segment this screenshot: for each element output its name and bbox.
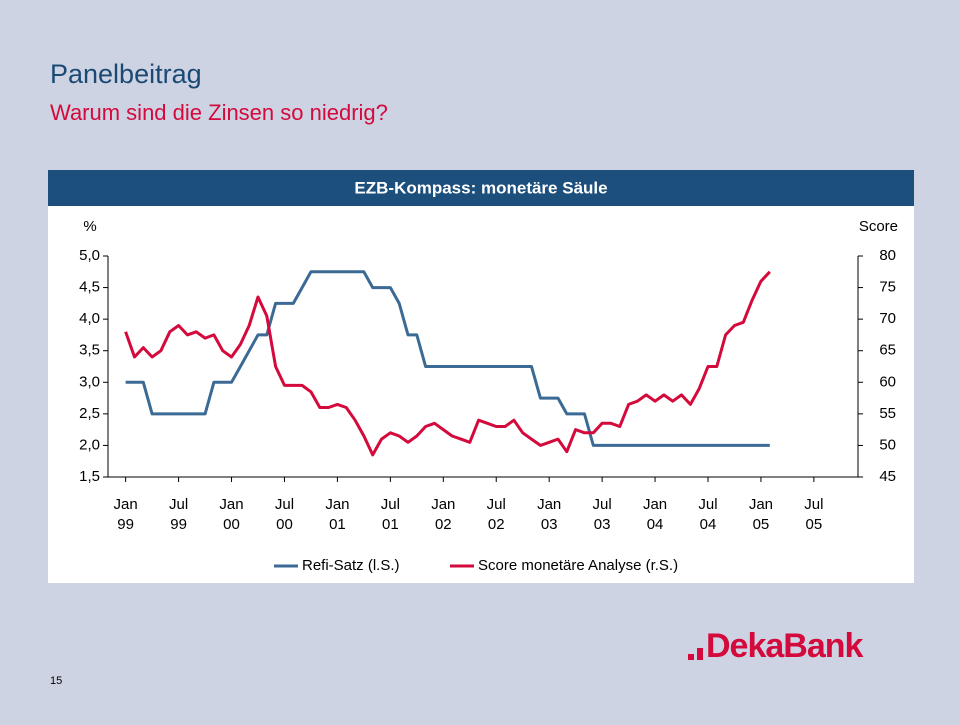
slide-title: Panelbeitrag: [50, 59, 202, 89]
x-tick-label: Jul 05: [804, 496, 823, 533]
x-tick-label-line: 00: [223, 516, 240, 533]
x-tick-label-line: 03: [594, 516, 611, 533]
x-tick-label-line: 02: [488, 516, 505, 533]
y2-tick-label: 55: [879, 405, 896, 422]
x-tick-label-line: Jan: [643, 496, 667, 513]
x-tick-label: Jul 01: [381, 496, 400, 533]
x-tick-label-line: 04: [700, 516, 717, 533]
y2-tick-label: 45: [879, 468, 896, 485]
x-tick-label-line: 05: [753, 516, 770, 533]
x-tick-label: Jan 01: [325, 496, 349, 533]
logo-dot: [688, 654, 694, 660]
x-tick-label-line: Jul: [593, 496, 612, 513]
x-tick-label: Jan 05: [749, 496, 773, 533]
y2-tick-label: 60: [879, 373, 896, 390]
x-tick-label-line: Jul: [275, 496, 294, 513]
y-tick-label: 2,0: [79, 436, 100, 453]
y2-axis-label: Score: [859, 218, 898, 235]
x-tick-label: Jul 03: [593, 496, 612, 533]
x-tick-label-line: 01: [382, 516, 399, 533]
logo-dot: [697, 648, 703, 660]
slide-subtitle: Warum sind die Zinsen so niedrig?: [50, 100, 388, 125]
x-tick-label-line: Jan: [537, 496, 561, 513]
y2-tick-label: 70: [879, 310, 896, 327]
x-tick-label-line: 04: [647, 516, 664, 533]
chart-header: [48, 170, 914, 206]
x-tick-label-line: 00: [276, 516, 293, 533]
y-tick-label: 1,5: [79, 468, 100, 485]
x-tick-label: Jul 00: [275, 496, 294, 533]
x-tick-label-line: Jul: [698, 496, 717, 513]
y-tick-label: 2,5: [79, 405, 100, 422]
x-tick-label-line: Jan: [114, 496, 138, 513]
x-tick-label-line: 99: [117, 516, 134, 533]
x-tick-label-line: Jan: [749, 496, 773, 513]
x-tick-label-line: Jan: [325, 496, 349, 513]
y-tick-label: 3,0: [79, 373, 100, 390]
x-tick-label: Jul 02: [487, 496, 506, 533]
x-tick-label: Jan 99: [114, 496, 138, 533]
legend-label: Score monetäre Analyse (r.S.): [478, 557, 678, 574]
x-tick-label: Jan 02: [431, 496, 455, 533]
x-tick-label: Jan 00: [219, 496, 243, 533]
legend-label: Refi-Satz (l.S.): [302, 557, 400, 574]
x-tick-label-line: Jul: [169, 496, 188, 513]
x-tick-label-line: 02: [435, 516, 452, 533]
x-tick-label-line: 01: [329, 516, 346, 533]
x-tick-label: Jan 04: [643, 496, 667, 533]
x-tick-label: Jul 99: [169, 496, 188, 533]
x-tick-label-line: Jul: [487, 496, 506, 513]
line-series: [125, 270, 770, 447]
y-tick-label: 5,0: [79, 247, 100, 264]
y-tick-label: 4,0: [79, 310, 100, 327]
y2-tick-label: 75: [879, 279, 896, 296]
x-tick-label: Jul 04: [698, 496, 717, 533]
logo: DekaBank: [706, 627, 864, 665]
x-tick-label-line: 03: [541, 516, 558, 533]
x-tick-label-line: Jul: [804, 496, 823, 513]
line-series: [124, 270, 771, 457]
x-tick-label-line: 05: [806, 516, 823, 533]
y-tick-label: 3,5: [79, 342, 100, 359]
x-tick-label-line: Jan: [431, 496, 455, 513]
x-tick-label: Jan 03: [537, 496, 561, 533]
page-number: 15: [50, 675, 62, 687]
x-tick-label-line: Jul: [381, 496, 400, 513]
chart-panel: [48, 206, 914, 583]
x-tick-label-line: Jan: [219, 496, 243, 513]
chart-title: EZB-Kompass: monetäre Säule: [354, 178, 607, 197]
y-tick-label: 4,5: [79, 279, 100, 296]
y2-tick-label: 80: [879, 247, 896, 264]
y2-tick-label: 50: [879, 436, 896, 453]
y2-tick-label: 65: [879, 342, 896, 359]
x-tick-label-line: 99: [170, 516, 187, 533]
y-axis-label: %: [83, 218, 96, 235]
